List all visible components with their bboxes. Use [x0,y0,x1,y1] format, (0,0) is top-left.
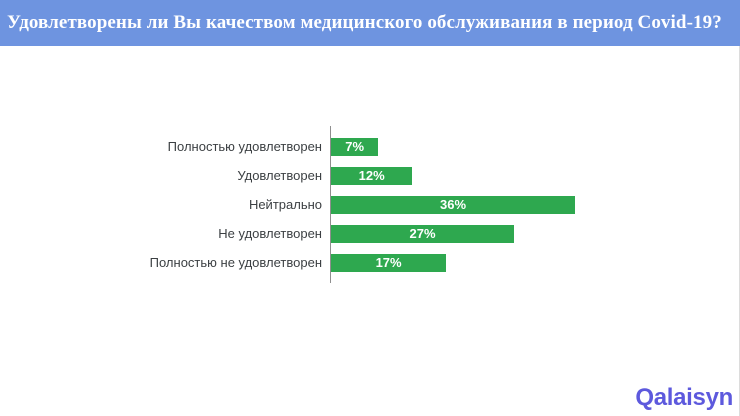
header-bar: Удовлетворены ли Вы качеством медицинско… [0,0,740,46]
bar-value-label: 27% [409,226,436,241]
chart-rows: Полностью удовлетворен 7% Удовлетворен 12% Н… [0,132,740,277]
bar: 36% [331,195,575,214]
bar-value-label: 17% [375,255,402,270]
bar-value-label: 36% [439,197,467,212]
category-label: Удовлетворен [237,168,322,183]
bar: 17% [331,253,447,272]
bar: 7% [331,137,379,156]
chart-row: Нейтрально 36% [0,190,740,219]
qalaisyn-logo: Qalaisyn [635,384,733,411]
chart-row: Не удовлетворен 27% [0,219,740,248]
chart-row: Полностью не удовлетворен 17% [0,248,740,277]
category-label: Нейтрально [248,197,322,212]
category-label: Полностью удовлетворен [167,139,322,154]
page-title: Удовлетворены ли Вы качеством медицинско… [7,12,722,33]
bar: 12% [331,166,413,185]
y-axis-line [330,126,331,283]
bar-value-label: 12% [358,168,385,183]
bar-value-label: 7% [345,139,365,154]
bar: 27% [331,224,514,243]
chart-row: Полностью удовлетворен 7% [0,132,740,161]
bar-chart: Полностью удовлетворен 7% Удовлетворен 12% Н… [0,46,740,416]
chart-row: Удовлетворен 12% [0,161,740,190]
category-label: Не удовлетворен [218,226,322,241]
category-label: Полностью не удовлетворен [149,255,322,270]
